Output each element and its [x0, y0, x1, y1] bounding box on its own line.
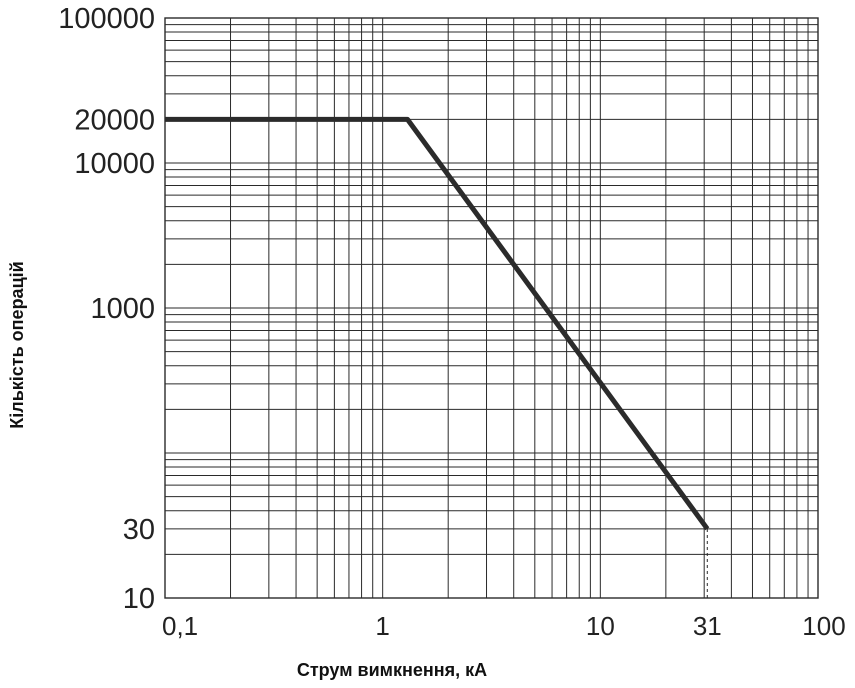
y-tick-label: 10 [123, 583, 155, 615]
x-axis-label: Струм вимкнення, кА [297, 660, 487, 680]
y-tick-label: 20000 [74, 104, 155, 136]
y-axis-ticks: 10 30 1000 10000 20000 100000 [58, 3, 155, 615]
y-tick-label: 1000 [90, 293, 155, 325]
x-tick-label: 1 [375, 611, 389, 641]
y-tick-label: 10000 [74, 148, 155, 180]
y-tick-label: 30 [123, 514, 155, 546]
x-tick-label: 10 [586, 611, 615, 641]
series-layer [165, 116, 710, 531]
plot-area-frame [164, 17, 819, 599]
series-line-1 [165, 116, 710, 531]
x-tick-label: 31 [693, 611, 722, 641]
y-tick-label: 100000 [58, 3, 155, 35]
chart-grid [164, 18, 818, 599]
x-tick-label: 100 [802, 611, 845, 641]
y-axis-label: Кількість операцій [7, 261, 27, 428]
x-tick-label: 0,1 [162, 611, 198, 641]
x-axis-ticks: 0,1 1 10 31 100 [162, 611, 846, 641]
